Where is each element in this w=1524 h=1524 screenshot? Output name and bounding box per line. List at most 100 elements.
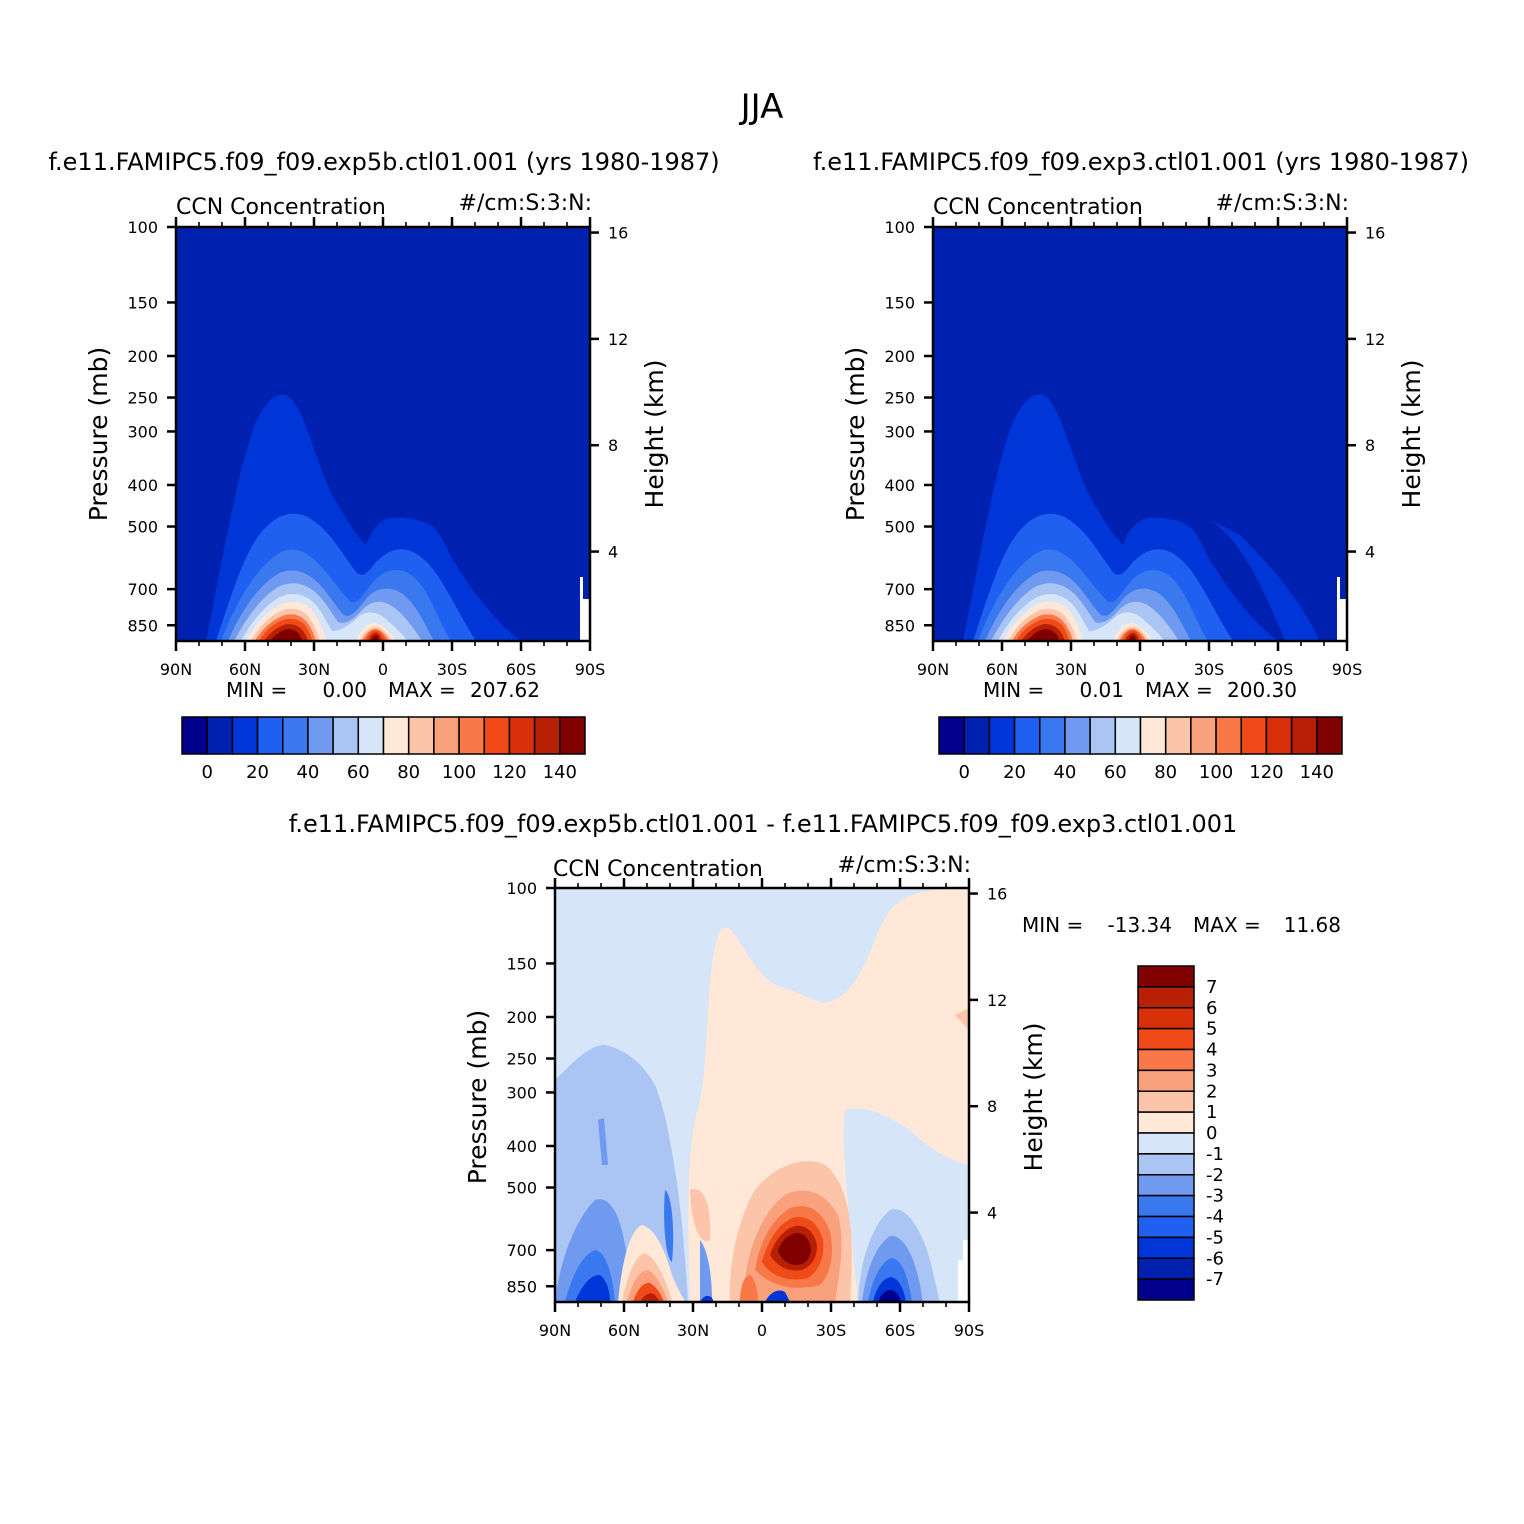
colorbar-box — [458, 716, 485, 755]
x-tick-label: 0 — [757, 1321, 767, 1340]
colorbar-box — [1265, 716, 1293, 755]
colorbar-box — [1137, 1069, 1195, 1092]
colorbar-box — [433, 716, 460, 755]
colorbar-label: 60 — [347, 762, 370, 783]
y2-tick-label: 8 — [1365, 436, 1375, 455]
y-tick-label: 850 — [127, 616, 158, 635]
colorbar-box — [938, 716, 965, 755]
variable-label: CCN Concentration — [933, 195, 1143, 220]
units-label: #/cm:S:3:N: — [1216, 191, 1349, 216]
y-tick-label: 700 — [127, 580, 158, 599]
colorbar-box — [1137, 1278, 1195, 1301]
colorbar-box — [407, 716, 435, 755]
x-tick-label: 90S — [954, 1321, 985, 1340]
colorbar: 0 20 40 60 80 100 120 140 — [938, 716, 1343, 783]
colorbar-label: 100 — [442, 762, 476, 783]
contour-field — [933, 227, 1347, 641]
units-label: #/cm:S:3:N: — [838, 853, 971, 878]
colorbar-box — [382, 716, 410, 755]
colorbar-box — [357, 716, 385, 755]
colorbar-label: 40 — [296, 762, 319, 783]
colorbar-label: 7 — [1206, 977, 1217, 998]
colorbar-box — [1137, 1007, 1195, 1030]
axes: 100 150 200 250 300 400 500 700 850 4 8 12 16 90N 60N 3… — [884, 217, 1385, 679]
colorbar-label: 6 — [1206, 998, 1217, 1019]
y-tick-label: 400 — [127, 476, 158, 495]
colorbar-box — [508, 716, 536, 755]
min-value: 0.01 — [1079, 678, 1124, 702]
colorbar-label: 0 — [1206, 1123, 1217, 1144]
x-tick-label: 90N — [539, 1321, 571, 1340]
y-axis-label: Pressure (mb) — [463, 1010, 492, 1184]
colorbar-box — [231, 716, 259, 755]
colorbar-label: 80 — [1154, 762, 1177, 783]
colorbar-box — [1290, 716, 1318, 755]
y2-tick-label: 16 — [608, 224, 628, 243]
colorbar-label: 20 — [246, 762, 269, 783]
case-title: f.e11.FAMIPC5.f09_f09.exp5b.ctl01.001 (y… — [48, 148, 719, 176]
y-tick-label: 100 — [506, 879, 537, 898]
y-tick-label: 150 — [884, 293, 915, 312]
panel-case1: f.e11.FAMIPC5.f09_f09.exp5b.ctl01.001 (y… — [48, 148, 719, 783]
x-tick-label: 30N — [298, 660, 330, 679]
y-tick-label: 150 — [506, 954, 537, 973]
x-tick-label: 0 — [1135, 660, 1145, 679]
colorbar-label: 120 — [1249, 762, 1283, 783]
colorbar-box — [1190, 716, 1217, 755]
x-tick-label: 30N — [1055, 660, 1087, 679]
min-value: -13.34 — [1108, 913, 1172, 937]
max-value: 200.30 — [1227, 678, 1297, 702]
x-tick-label: 30S — [437, 660, 468, 679]
colorbar-box — [1137, 1257, 1195, 1280]
y-axis-label: Pressure (mb) — [841, 347, 870, 521]
colorbar-box — [1114, 716, 1142, 755]
y2-axis-label: Height (km) — [640, 360, 669, 509]
colorbar-label: -6 — [1206, 1248, 1224, 1269]
y2-tick-label: 12 — [1365, 330, 1385, 349]
panel-case2: f.e11.FAMIPC5.f09_f09.exp3.ctl01.001 (yr… — [813, 148, 1469, 783]
colorbar-box — [1013, 716, 1041, 755]
colorbar-label: -7 — [1206, 1269, 1224, 1290]
colorbar-label: 120 — [492, 762, 526, 783]
y-tick-label: 500 — [884, 518, 915, 537]
axes: 100 150 200 250 300 400 500 700 850 4 8 12 16 90N 60N 3… — [127, 217, 628, 679]
y-tick-label: 250 — [884, 389, 915, 408]
colorbar-box — [483, 716, 511, 755]
y2-tick-label: 12 — [987, 991, 1007, 1010]
colorbar-box — [1137, 1194, 1195, 1218]
colorbar-label: 2 — [1206, 1081, 1217, 1102]
colorbar-box — [1137, 1090, 1195, 1113]
y2-axis-label: Height (km) — [1397, 360, 1426, 509]
colorbar-box — [1137, 1153, 1195, 1176]
colorbar-label: 5 — [1206, 1019, 1217, 1040]
x-tick-label: 30N — [677, 1321, 709, 1340]
axes: 100 150 200 250 300 400 500 700 850 4 8 12 16 90N 60N 3… — [506, 878, 1007, 1340]
y2-tick-label: 12 — [608, 330, 628, 349]
colorbar-box — [963, 716, 991, 755]
colorbar-label: 3 — [1206, 1060, 1217, 1081]
units-label: #/cm:S:3:N: — [459, 191, 592, 216]
y-tick-label: 500 — [506, 1179, 537, 1198]
colorbar-box — [1137, 1027, 1195, 1051]
colorbar-label: 1 — [1206, 1102, 1217, 1123]
colorbar-label: 140 — [543, 762, 577, 783]
colorbar-box — [1137, 1174, 1195, 1197]
y-tick-label: 200 — [884, 347, 915, 366]
y-tick-label: 200 — [127, 347, 158, 366]
colorbar-box — [533, 716, 561, 755]
colorbar-label: 4 — [1206, 1040, 1217, 1061]
colorbar-label: 20 — [1003, 762, 1026, 783]
y-tick-label: 400 — [506, 1137, 537, 1156]
x-tick-label: 90N — [917, 660, 949, 679]
min-value: 0.00 — [322, 678, 367, 702]
colorbar-box — [282, 716, 309, 755]
y-tick-label: 400 — [884, 476, 915, 495]
y2-tick-label: 16 — [1365, 224, 1385, 243]
y-tick-label: 300 — [506, 1083, 537, 1102]
contour-field — [176, 227, 590, 641]
x-tick-label: 60S — [885, 1321, 916, 1340]
x-tick-label: 30S — [816, 1321, 847, 1340]
colorbar-box — [1137, 1236, 1195, 1259]
